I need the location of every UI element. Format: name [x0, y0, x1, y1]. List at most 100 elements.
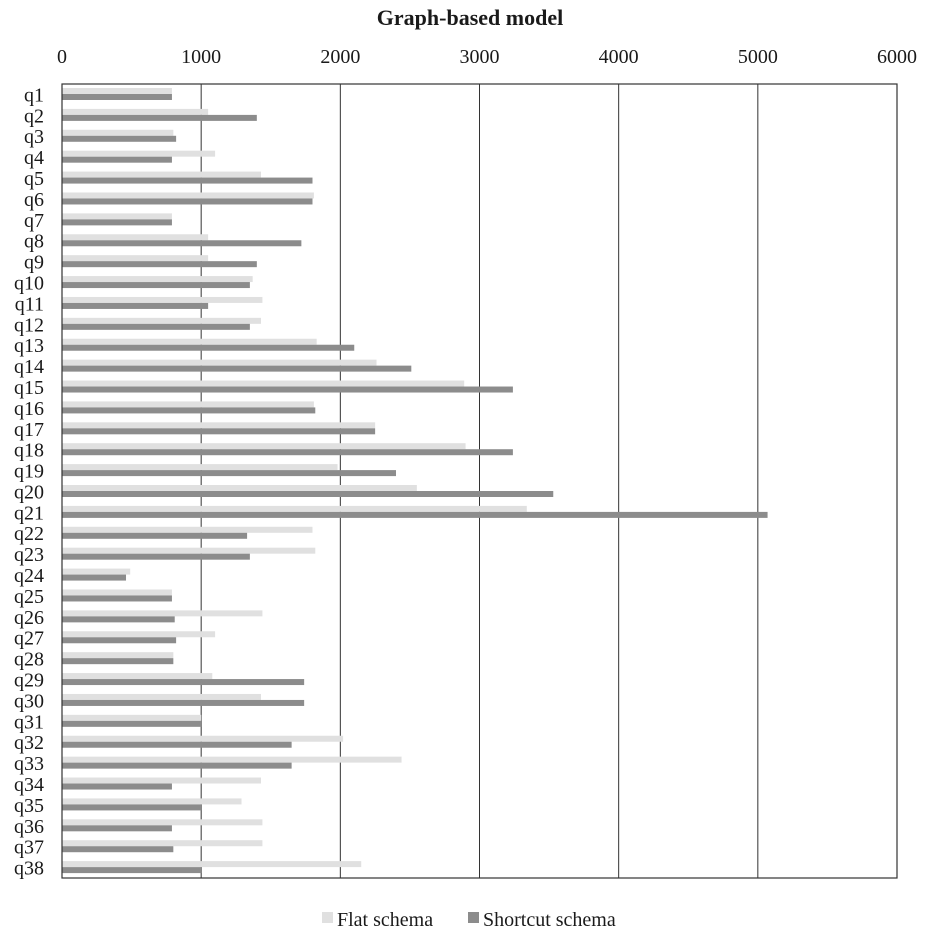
bar-flat-schema	[62, 819, 263, 826]
bar-shortcut-schema	[62, 365, 412, 372]
category-label: q12	[14, 314, 44, 336]
bar-shortcut-schema	[62, 825, 172, 832]
bar-shortcut-schema	[62, 762, 292, 769]
bar-shortcut-schema	[62, 658, 174, 665]
bar-flat-schema	[62, 401, 314, 408]
category-label: q2	[24, 105, 44, 127]
bar-flat-schema	[62, 485, 417, 491]
bar-shortcut-schema	[62, 553, 250, 560]
bar-shortcut-schema	[62, 198, 313, 205]
bar-flat-schema	[62, 129, 174, 136]
x-tick-label: 2000	[320, 46, 360, 68]
category-label: q21	[14, 502, 44, 524]
bar-flat-schema	[62, 338, 317, 345]
category-label: q4	[24, 147, 44, 169]
bar-shortcut-schema	[62, 616, 175, 623]
bar-shortcut-schema	[62, 470, 396, 477]
category-label: q38	[14, 858, 44, 880]
category-label: q14	[14, 356, 44, 378]
x-tick-label: 0	[57, 46, 67, 68]
bar-shortcut-schema	[62, 114, 257, 121]
bar-shortcut-schema	[62, 511, 768, 518]
category-label: q22	[14, 523, 44, 545]
y-axis-categories: q1q2q3q4q5q6q7q8q9q10q11q12q13q14q15q16q…	[14, 84, 44, 879]
category-label: q27	[14, 628, 44, 650]
bar-shortcut-schema	[62, 177, 313, 184]
category-label: q34	[14, 774, 44, 796]
bar-flat-schema	[62, 317, 262, 324]
bars	[62, 88, 768, 874]
category-label: q1	[24, 84, 44, 106]
category-label: q8	[24, 231, 44, 253]
bar-flat-schema	[62, 234, 209, 241]
category-label: q37	[14, 837, 44, 859]
bar-flat-schema	[62, 610, 263, 617]
bar-shortcut-schema	[62, 804, 202, 811]
bar-flat-schema	[62, 526, 313, 533]
legend-label-shortcut: Shortcut schema	[483, 909, 616, 929]
bar-shortcut-schema	[62, 595, 172, 602]
bar-shortcut-schema	[62, 94, 172, 100]
bar-flat-schema	[62, 631, 216, 638]
plot-frame	[61, 83, 898, 879]
category-label: q36	[14, 816, 44, 838]
category-label: q17	[14, 419, 44, 441]
category-label: q25	[14, 586, 44, 608]
bar-flat-schema	[62, 150, 216, 157]
category-label: q15	[14, 377, 44, 399]
bar-shortcut-schema	[62, 637, 177, 644]
bar-shortcut-schema	[62, 428, 376, 435]
x-tick-label: 6000	[877, 46, 917, 68]
bar-flat-schema	[62, 422, 376, 429]
bar-flat-schema	[62, 861, 362, 868]
x-tick-label: 4000	[599, 46, 639, 68]
bar-shortcut-schema	[62, 449, 513, 456]
category-label: q31	[14, 711, 44, 733]
bar-shortcut-schema	[62, 741, 292, 748]
category-label: q24	[14, 565, 44, 587]
bar-flat-schema	[62, 192, 314, 199]
bar-flat-schema	[62, 276, 253, 283]
bar-flat-schema	[62, 673, 213, 680]
bar-shortcut-schema	[62, 679, 305, 686]
category-label: q7	[24, 210, 44, 232]
category-label: q9	[24, 252, 44, 274]
category-label: q30	[14, 690, 44, 712]
bar-flat-schema	[62, 213, 172, 220]
bar-flat-schema	[62, 359, 377, 366]
bar-shortcut-schema	[62, 282, 250, 289]
bar-flat-schema	[62, 589, 172, 596]
bar-flat-schema	[62, 547, 316, 554]
bar-shortcut-schema	[62, 783, 172, 790]
category-label: q26	[14, 607, 44, 629]
category-label: q16	[14, 398, 44, 420]
bar-shortcut-schema	[62, 386, 513, 393]
category-label: q13	[14, 335, 44, 357]
bar-flat-schema	[62, 840, 263, 847]
bar-flat-schema	[62, 735, 344, 742]
category-label: q20	[14, 481, 44, 503]
bar-flat-schema	[62, 296, 263, 303]
category-label: q3	[24, 126, 44, 148]
bar-shortcut-schema	[62, 867, 202, 874]
bar-flat-schema	[62, 798, 242, 805]
bar-shortcut-schema	[62, 261, 257, 268]
bar-flat-schema	[62, 505, 527, 512]
bar-shortcut-schema	[62, 491, 554, 497]
bar-shortcut-schema	[62, 135, 177, 142]
bar-shortcut-schema	[62, 323, 250, 330]
bar-shortcut-schema	[62, 720, 202, 727]
bar-shortcut-schema	[62, 846, 174, 853]
category-label: q18	[14, 440, 44, 462]
category-label: q33	[14, 753, 44, 775]
category-label: q10	[14, 273, 44, 295]
legend-swatch-shortcut	[468, 912, 479, 923]
category-label: q19	[14, 461, 44, 483]
bar-shortcut-schema	[62, 240, 302, 247]
x-tick-label: 5000	[738, 46, 778, 68]
bar-shortcut-schema	[62, 574, 127, 581]
bar-shortcut-schema	[62, 407, 316, 414]
category-label: q11	[15, 293, 44, 315]
bar-flat-schema	[62, 693, 262, 700]
